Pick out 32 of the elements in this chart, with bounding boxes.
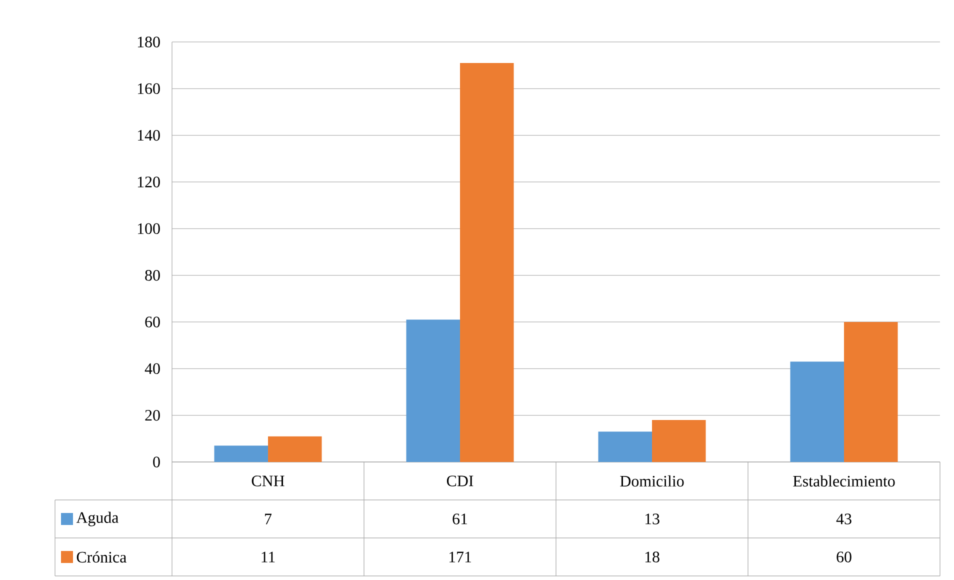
x-tick-label: Domicilio (620, 475, 684, 487)
bar (652, 420, 706, 462)
legend-label: Crónica (76, 551, 126, 563)
x-tick-label: CDI (446, 476, 474, 486)
bar (790, 362, 844, 462)
data-label: 60 (836, 552, 852, 562)
bar (406, 320, 460, 462)
bar (214, 446, 268, 462)
data-label: 18 (645, 552, 660, 562)
y-tick-label: 80 (145, 270, 160, 281)
y-tick-label: 160 (138, 83, 160, 94)
data-label: 7 (265, 514, 272, 524)
data-label: 11 (262, 552, 275, 562)
y-tick-label: 20 (145, 410, 160, 421)
bar (268, 436, 322, 462)
y-tick-label: 140 (138, 130, 160, 141)
bar (460, 62, 514, 462)
legend-label: Aguda (76, 512, 118, 526)
x-tick-label: Establecimiento (793, 475, 895, 487)
y-tick-label: 60 (145, 316, 160, 328)
y-tick-label: 180 (138, 36, 160, 48)
data-label: 61 (452, 514, 468, 524)
data-label: 13 (645, 514, 660, 524)
y-tick-label: 120 (138, 176, 160, 188)
bar (598, 432, 652, 462)
y-tick-label: 100 (138, 223, 160, 234)
y-tick-label: 40 (144, 363, 160, 374)
data-label: 43 (836, 514, 852, 524)
data-label: 171 (449, 552, 472, 562)
y-tick-label: 0 (153, 456, 160, 468)
x-tick-label: CNH (252, 476, 284, 486)
bar (844, 322, 898, 462)
